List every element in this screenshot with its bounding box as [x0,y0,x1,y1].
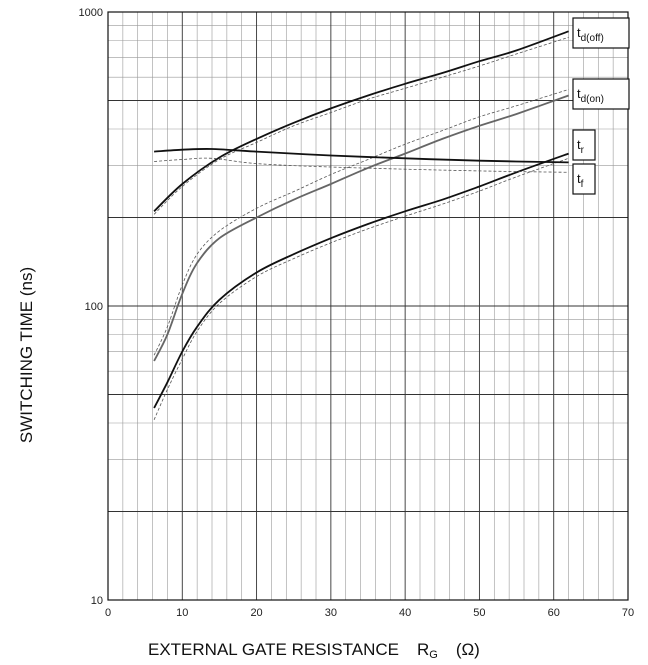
series-label-box [572,17,630,49]
x-tick-label: 50 [473,607,485,619]
series-dashed-line [153,36,569,215]
series-label: tr [577,137,585,156]
series-dashed-line [153,157,569,420]
series-line [154,148,569,164]
y-tick-label: 1000 [79,7,103,19]
plot-frame [107,11,629,601]
y-axis-title: SWITCHING TIME (ns) [17,267,36,443]
major-gridlines [108,12,628,600]
series-curves [153,30,569,420]
series-label-main: t [577,86,581,101]
series-label-main: t [577,25,581,40]
series-label-box [572,163,596,195]
x-tick-label: 20 [250,607,262,619]
series-label-subscript: d(off) [581,33,604,44]
series-label-main: t [577,171,581,186]
x-axis-title: EXTERNAL GATE RESISTANCE RG (Ω) [148,640,480,661]
x-tick-label: 0 [105,607,111,619]
series-label-subscript: d(on) [581,94,604,105]
y-tick-label: 100 [85,301,103,313]
x-axis-symbol: R [417,640,429,659]
x-axis-unit: (Ω) [456,640,480,659]
x-tick-label: 10 [176,607,188,619]
series-line [153,94,569,362]
x-tick-label: 70 [622,607,634,619]
series-label: td(off) [577,25,604,44]
series-label: tf [577,171,584,190]
series-label: td(on) [577,86,604,105]
series-line [153,30,569,212]
series-dashed-line [153,89,569,356]
series-label-box [572,78,630,110]
y-tick-label: 10 [91,595,103,607]
x-tick-label: 40 [399,607,411,619]
x-axis-title-text: EXTERNAL GATE RESISTANCE [148,640,399,659]
series-line [153,152,569,409]
series-label-subscript: r [581,145,585,156]
series-dashed-line [154,157,569,173]
x-axis-symbol-subscript: G [429,649,438,661]
series-label-subscript: f [581,179,584,190]
x-tick-label: 30 [325,607,337,619]
series-label-box [572,129,596,161]
x-tick-label: 60 [548,607,560,619]
series-label-main: t [577,137,581,152]
